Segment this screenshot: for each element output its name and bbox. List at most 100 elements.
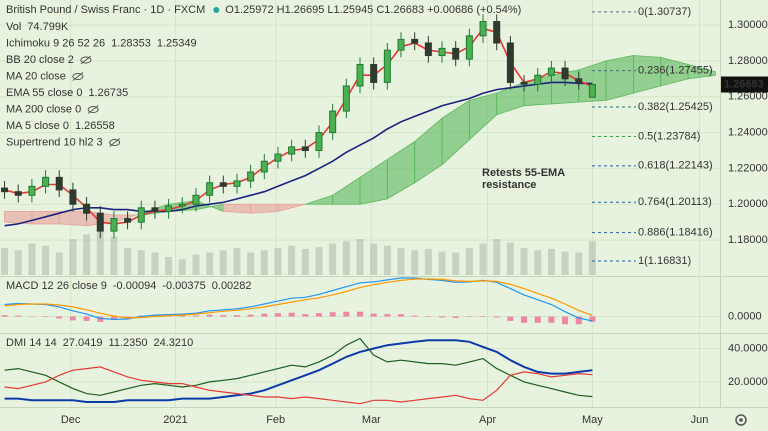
cloud-segment [687,63,716,80]
indicator-line [4,81,593,227]
fib-label: 0.618(1.22143) [638,160,713,172]
volume-bar [96,230,104,275]
visibility-toggle[interactable] [87,105,99,114]
cloud-segment [605,55,634,101]
fib-label: 0.5(1.23784) [638,130,700,142]
candle-body [370,63,378,83]
volume-bar [83,234,91,275]
volume-bar [219,250,227,275]
legend-name: BB 20 close 2 [6,54,74,66]
visibility-toggle[interactable] [109,138,121,147]
candle-body [479,20,487,37]
x-tick-label: Jun [691,414,709,426]
volume-bar [165,257,173,275]
histogram-bar [480,316,487,317]
fib-label: 0.886(1.18416) [638,227,713,239]
legend-reading: -0.00094 [113,280,156,292]
candle-body [575,78,583,83]
volume-bar [506,242,514,275]
candle-body [28,185,36,196]
cloud-segment [277,203,306,212]
legend-reading: 0.00282 [212,280,252,292]
legend-reading: 11.2350 [109,337,148,349]
y-tick-label: 1.24000 [728,126,768,138]
x-tick-label: Dec [61,414,81,426]
volume-bar [301,248,309,275]
volume-bar [588,241,596,275]
settings-icon[interactable] [735,414,747,426]
legend-name: DMI 14 14 [6,337,57,349]
histogram-bar [28,316,35,318]
volume-bar [356,239,364,275]
status-dot [213,7,220,13]
visibility-toggle[interactable] [80,55,92,65]
candle-body [219,182,227,187]
dmi-line [4,366,593,405]
macd-line [4,278,593,319]
volume-bar [137,250,145,275]
gear-hub [739,418,743,422]
legend-reading: 1.28353 [111,37,151,49]
volume-bar [438,251,446,275]
eye-slash [109,138,120,147]
volume-bar [493,239,501,275]
macd-line [4,277,593,322]
candle-body [96,212,104,232]
candle-body [288,146,296,155]
legend-reading: 1.25349 [157,37,197,49]
candle-body [124,218,132,223]
histogram-bar [507,316,514,321]
volume-bar [274,248,282,275]
volume-bar [55,252,63,275]
histogram-bar [110,316,117,320]
candle-body [534,74,542,85]
volume-bar [192,254,200,275]
histogram-bar [179,315,186,317]
candle-body [465,35,473,60]
histogram-bar [575,316,582,325]
candle-body [247,171,255,182]
histogram-bar [589,316,596,322]
histogram-bar [534,316,541,323]
candle-body [110,218,118,232]
candle-body [55,176,63,191]
histogram-bar [233,315,240,317]
histogram-bar [452,316,459,318]
candle-body [383,49,391,83]
candle-body [192,194,200,205]
histogram-bar [466,316,473,318]
histogram-bar [398,314,405,317]
volume-bar [69,239,77,275]
legend-name: Supertrend 10 hl2 3 [6,136,103,148]
visibility-toggle[interactable] [72,72,84,81]
candle-body [452,47,460,60]
legend-reading: 24.3210 [153,337,193,349]
eye-slash [80,55,92,65]
candle-body [42,176,50,187]
histogram-bar [15,315,22,317]
volume-bar [110,236,118,275]
volume-bar [1,248,9,275]
histogram-bar [1,315,8,317]
volume-bar [383,245,391,275]
eye-slash [87,105,99,114]
x-tick-label: 2021 [163,414,187,426]
cloud-segment [58,211,87,227]
candle-body [206,182,214,196]
histogram-bar [97,316,104,322]
eye-icon [72,73,84,80]
price-box-label: 1.26683 [724,78,764,90]
candle-body [83,203,91,214]
volume-bar [124,248,132,275]
volume-bar [534,250,542,275]
dmi-line [4,337,593,398]
eye-icon [87,106,99,113]
volume-bar [14,250,22,275]
histogram-bar [83,316,90,321]
chart-title: British Pound / Swiss Franc · 1D · FXCM [6,4,205,16]
candle-body [588,84,596,98]
histogram-bar [56,316,63,319]
cloud-segment [222,203,252,214]
histogram-bar [302,314,309,317]
